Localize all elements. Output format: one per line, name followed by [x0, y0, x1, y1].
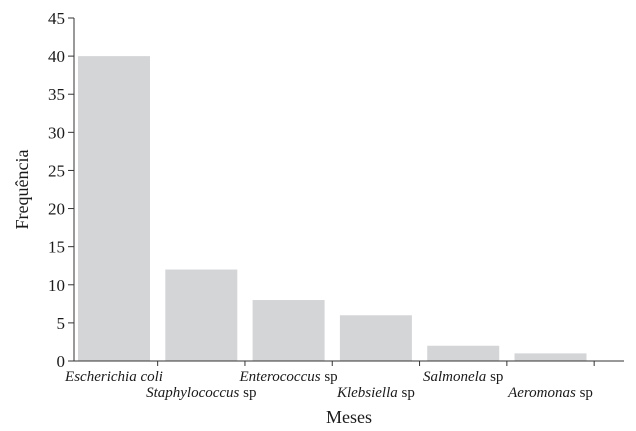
- x-tick-label: Salmonela sp: [423, 369, 503, 385]
- y-tick-label: 0: [57, 352, 66, 371]
- bars: [78, 56, 587, 361]
- bar-2: [165, 269, 238, 361]
- x-tick-label: Staphylococcus sp: [146, 385, 256, 401]
- x-tick-label-suffix: sp: [576, 385, 593, 401]
- y-tick-label: 5: [57, 314, 66, 333]
- x-tick-label-italic: Staphylococcus: [146, 385, 239, 401]
- x-axis-title: Meses: [326, 407, 372, 427]
- y-tick-label: 35: [48, 85, 65, 104]
- y-axis-title: Frequência: [12, 150, 32, 230]
- bar-3: [252, 300, 325, 361]
- y-tick-label: 25: [48, 161, 65, 180]
- y-tick-label: 40: [48, 47, 65, 66]
- x-tick-label-suffix: sp: [239, 385, 256, 401]
- x-tick-label-italic: Klebsiella: [336, 385, 398, 401]
- x-tick-label: Escherichia coli: [64, 369, 163, 385]
- x-tick-label-suffix: sp: [398, 385, 415, 401]
- x-tick-label-suffix: sp: [486, 369, 503, 385]
- y-tick-label: 20: [48, 200, 65, 219]
- bar-1: [78, 56, 150, 361]
- x-tick-label-italic: Salmonela: [423, 369, 486, 385]
- x-tick-label: Enterococcus sp: [239, 369, 338, 385]
- bar-6: [514, 353, 587, 361]
- bar-4: [339, 315, 412, 361]
- x-tick-label-suffix: sp: [321, 369, 338, 385]
- y-tick-label: 15: [48, 238, 65, 257]
- bar-5: [427, 345, 500, 361]
- y-tick-label: 45: [48, 9, 65, 28]
- y-axis: 0 5 10 15 20 25 30 35 40 45: [48, 9, 75, 371]
- x-tick-label: Aeromonas sp: [507, 385, 593, 401]
- x-tick-label: Klebsiella sp: [336, 385, 415, 401]
- x-tick-label-italic: Aeromonas: [507, 385, 576, 401]
- x-tick-label-italic: Escherichia coli: [64, 369, 163, 385]
- y-tick-label: 10: [48, 276, 65, 295]
- y-tick-label: 30: [48, 123, 65, 142]
- x-tick-label-italic: Enterococcus: [239, 369, 321, 385]
